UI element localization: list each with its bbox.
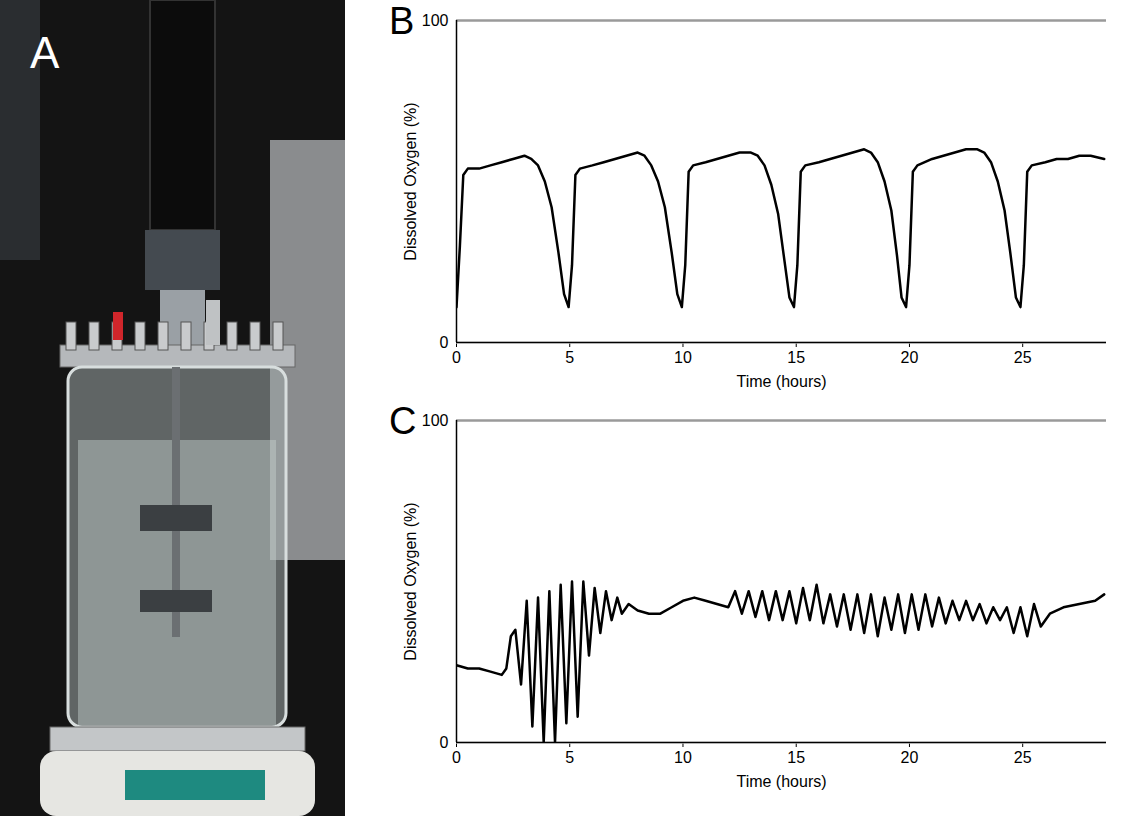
svg-text:10: 10	[674, 749, 692, 766]
svg-text:Time (hours): Time (hours)	[736, 773, 826, 790]
html-text:C: C	[389, 400, 417, 442]
svg-text:100: 100	[422, 12, 449, 29]
svg-text:0: 0	[452, 749, 461, 766]
svg-text:5: 5	[565, 349, 574, 366]
svg-text:0: 0	[452, 349, 461, 366]
svg-text:Time (hours): Time (hours)	[736, 373, 826, 390]
svg-text:15: 15	[787, 749, 805, 766]
svg-text:A: A	[30, 28, 60, 77]
svg-text:20: 20	[901, 349, 919, 366]
svg-text:100: 100	[422, 412, 449, 429]
svg-text:5: 5	[565, 749, 574, 766]
svg-text:10: 10	[674, 349, 692, 366]
svg-text:25: 25	[1014, 749, 1032, 766]
svg-text:25: 25	[1014, 349, 1032, 366]
svg-text:0: 0	[440, 734, 449, 751]
svg-text:Dissolved Oxygen (%): Dissolved Oxygen (%)	[402, 502, 419, 660]
svg-text:20: 20	[901, 749, 919, 766]
svg-text:Dissolved Oxygen (%): Dissolved Oxygen (%)	[402, 102, 419, 260]
svg-text:15: 15	[787, 349, 805, 366]
html-text:B: B	[389, 0, 415, 42]
svg-text:0: 0	[440, 334, 449, 351]
